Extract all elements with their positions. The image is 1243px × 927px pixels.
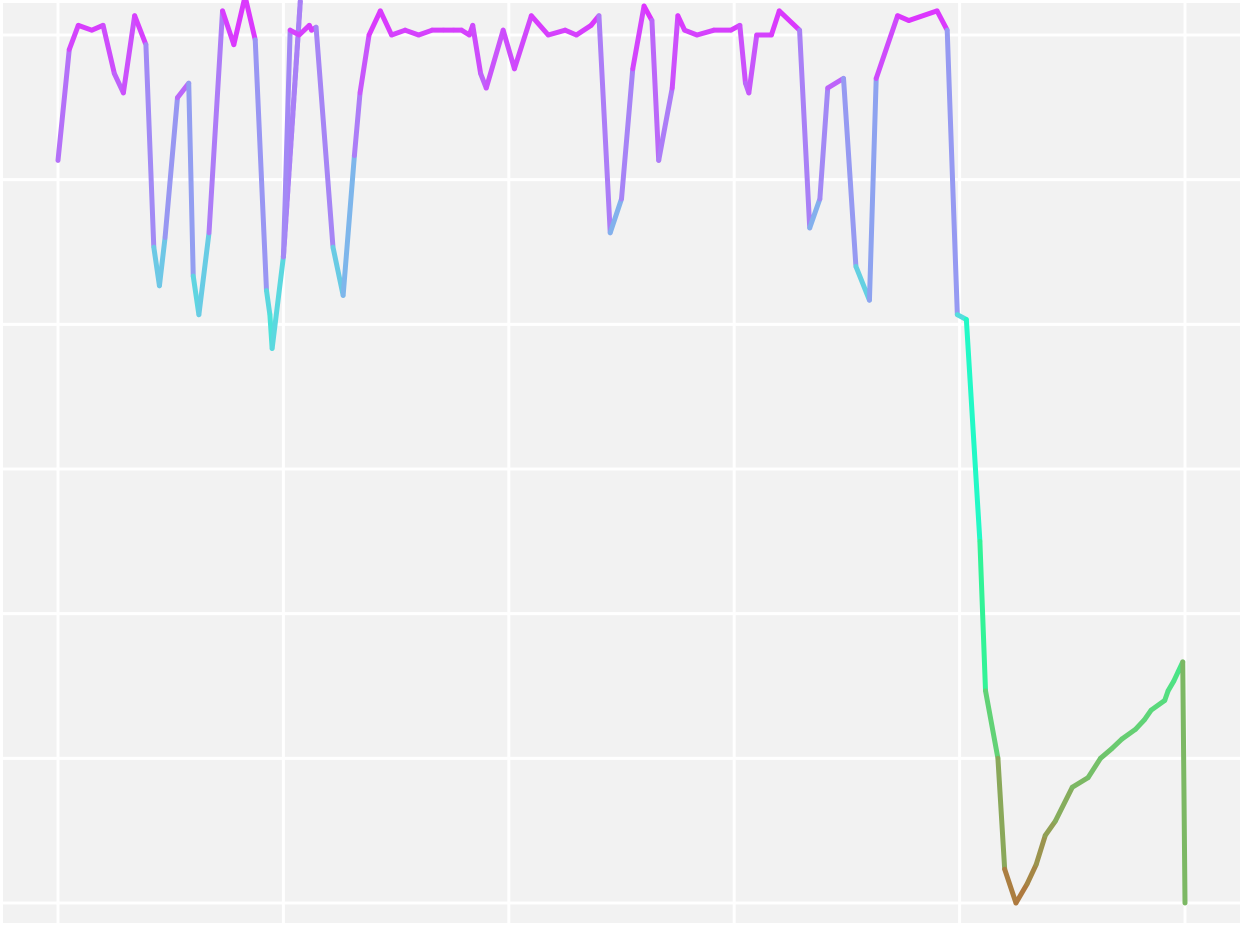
series-line — [55, 0, 1188, 906]
line-segment — [694, 27, 717, 38]
line-segment — [607, 196, 624, 236]
line-segment — [995, 755, 1008, 872]
line-segment — [162, 95, 180, 241]
line-segment — [669, 13, 681, 91]
line-segment — [656, 85, 675, 163]
line-segment — [807, 196, 823, 231]
line-segment — [220, 8, 237, 48]
line-segment — [528, 13, 551, 38]
line-segment — [120, 13, 138, 96]
line-segment — [573, 22, 594, 38]
line-segment — [873, 13, 901, 81]
line-segment — [1052, 784, 1075, 824]
line-segment — [100, 22, 117, 77]
line-segment — [470, 22, 484, 77]
line-segment — [357, 32, 372, 96]
line-segment — [841, 75, 859, 269]
line-segment — [351, 90, 363, 159]
line-segment — [983, 688, 1001, 761]
line-segment — [1085, 755, 1103, 781]
line-segment — [906, 8, 940, 24]
line-segment — [132, 13, 149, 48]
line-segment — [675, 13, 688, 33]
line-segment — [944, 27, 960, 318]
line-segment — [313, 24, 336, 250]
line-segment — [1069, 775, 1091, 790]
line-segment — [737, 22, 748, 86]
line-segment — [641, 3, 655, 24]
line-segment — [500, 27, 517, 72]
line-segment — [243, 0, 258, 43]
line-segment — [630, 3, 647, 72]
line-segment — [1013, 881, 1030, 906]
line-segment — [817, 85, 831, 202]
line-segment — [866, 75, 879, 303]
line-segment — [768, 8, 782, 38]
plot-background — [3, 3, 1240, 923]
line-segment — [1180, 659, 1188, 906]
line-segment — [797, 27, 813, 231]
grid-lines — [3, 3, 1240, 923]
line-segment — [263, 288, 273, 318]
line-segment — [55, 46, 72, 163]
line-segment — [825, 75, 847, 91]
line-segment — [280, 27, 293, 260]
line-segment — [366, 8, 383, 38]
line-segment — [66, 22, 81, 52]
line-segment — [649, 18, 662, 163]
line-segment — [1024, 861, 1039, 887]
line-segment — [963, 317, 983, 544]
line-segment — [206, 8, 226, 236]
line-segment — [377, 8, 395, 38]
line-segment — [252, 37, 269, 294]
line-segment — [156, 235, 168, 289]
line-segment — [776, 8, 803, 33]
line-segment — [1033, 832, 1048, 867]
line-segment — [196, 230, 212, 318]
line-segment — [596, 13, 613, 236]
line-segment — [1002, 866, 1019, 906]
line-segment — [977, 538, 989, 694]
line-segment — [186, 80, 196, 279]
line-segment — [1042, 818, 1058, 838]
line-segment — [545, 27, 568, 38]
line-segment — [269, 254, 286, 351]
line-segment — [231, 0, 247, 48]
line-segment — [619, 66, 636, 202]
line-segment — [143, 42, 157, 250]
line-segment — [1119, 726, 1138, 742]
line-segment — [483, 27, 506, 91]
line-segment — [1148, 697, 1168, 713]
line-segment — [511, 13, 534, 72]
line-segment — [746, 32, 760, 96]
line-segment — [934, 8, 950, 33]
line-segment — [340, 153, 357, 298]
